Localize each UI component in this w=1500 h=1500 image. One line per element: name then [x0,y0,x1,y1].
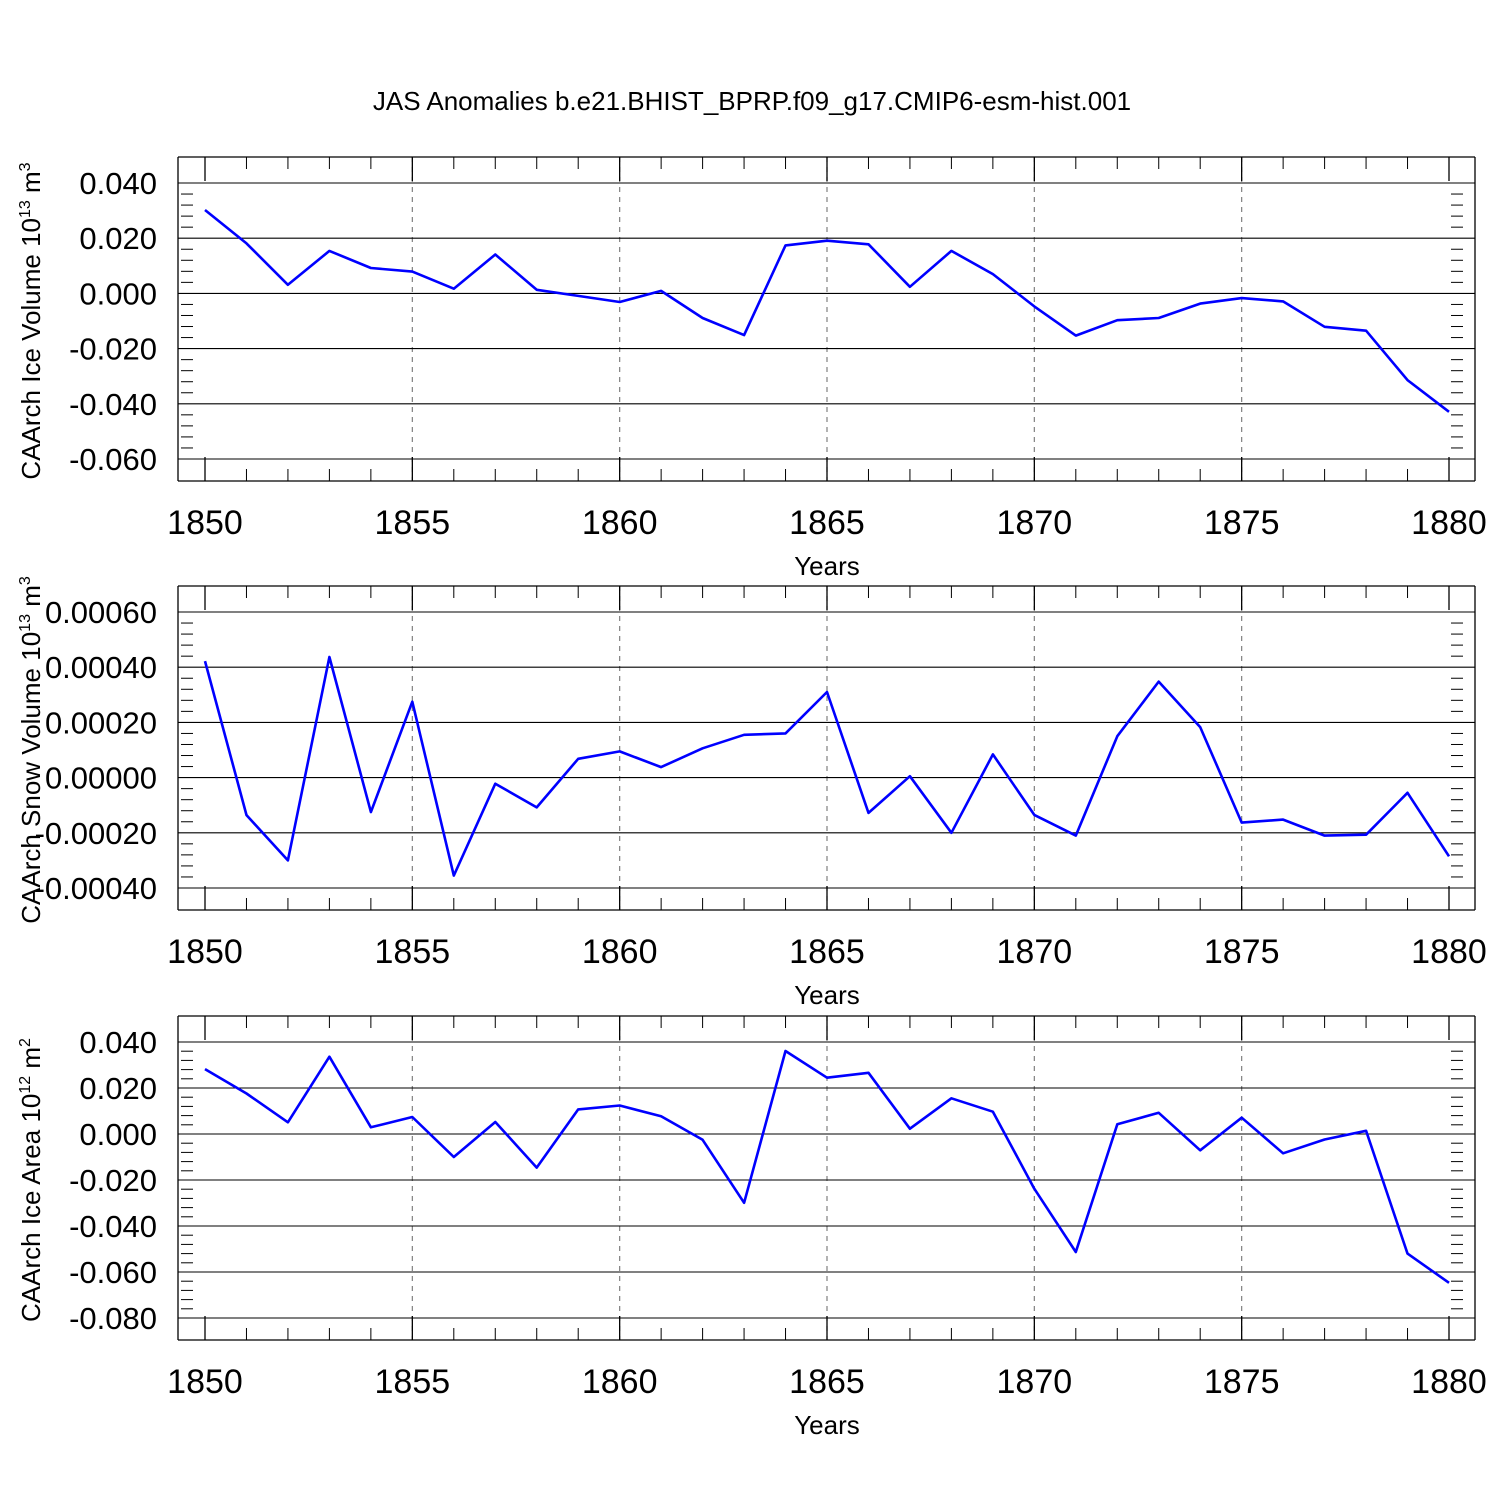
x-axis-label: Years [794,551,860,581]
y-tick-label: 0.040 [79,166,157,201]
y-axis-label: CAArch Ice Area 1012 m2 [16,1038,46,1322]
y-tick-label: -0.080 [69,1301,157,1336]
y-tick-label: 0.020 [79,221,157,256]
x-tick-label: 1880 [1411,933,1487,971]
y-tick-label: 0.00000 [45,761,157,796]
x-tick-label: 1880 [1411,504,1487,542]
y-tick-label: -0.060 [69,1255,157,1290]
y-tick-label: -0.020 [69,1163,157,1198]
x-tick-label: 1850 [167,1363,243,1401]
x-tick-label: 1850 [167,504,243,542]
y-tick-label: 0.020 [79,1071,157,1106]
y-axis-label: CAArch Ice Volume 1013 m3 [16,162,46,479]
panel-3: 1850 1855 1860 1865 1870 1875 1880 0.040 0.020 0.… [16,1015,1487,1440]
x-tick-label: 1875 [1204,504,1280,542]
x-tick-label: 1880 [1411,1363,1487,1401]
x-tick-label: 1865 [789,933,865,971]
x-tick-label: 1875 [1204,933,1280,971]
x-axis-label: Years [794,980,860,1010]
y-tick-label: 0.040 [79,1025,157,1060]
y-tick-label: -0.00040 [35,871,157,906]
x-tick-label: 1850 [167,933,243,971]
y-tick-label: -0.040 [69,387,157,422]
y-tick-label: -0.040 [69,1209,157,1244]
x-tick-label: 1855 [375,504,451,542]
x-tick-label: 1855 [375,933,451,971]
y-tick-label: 0.00060 [45,595,157,630]
x-tick-label: 1870 [997,504,1073,542]
x-tick-label: 1855 [375,1363,451,1401]
y-tick-label: 0.000 [79,1117,157,1152]
x-axis-label: Years [794,1410,860,1440]
panel-1: 1850 1855 1860 1865 1870 1875 1880 0.040 0.020 0.… [16,156,1487,581]
y-tick-label: 0.00020 [45,705,157,740]
chart-title: JAS Anomalies b.e21.BHIST_BPRP.f09_g17.C… [373,86,1131,116]
x-tick-label: 1860 [582,504,658,542]
x-tick-label: 1865 [789,504,865,542]
x-tick-label: 1860 [582,1363,658,1401]
x-tick-label: 1875 [1204,1363,1280,1401]
x-tick-label: 1860 [582,933,658,971]
x-tick-label: 1870 [997,933,1073,971]
y-tick-label: -0.020 [69,332,157,367]
panel-2: 1850 1855 1860 1865 1870 1875 1880 0.00060 0.000… [16,576,1487,1010]
y-axis-label: CAArch Snow Volume 1013 m3 [16,576,46,924]
x-tick-label: 1870 [997,1363,1073,1401]
y-tick-label: -0.060 [69,442,157,477]
y-tick-label: 0.00040 [45,650,157,685]
y-tick-label: 0.000 [79,276,157,311]
x-tick-label: 1865 [789,1363,865,1401]
y-tick-label: -0.00020 [35,816,157,851]
chart-panels: 1850 1855 1860 1865 1870 1875 1880 0.040 0.020 0.… [16,156,1487,1440]
